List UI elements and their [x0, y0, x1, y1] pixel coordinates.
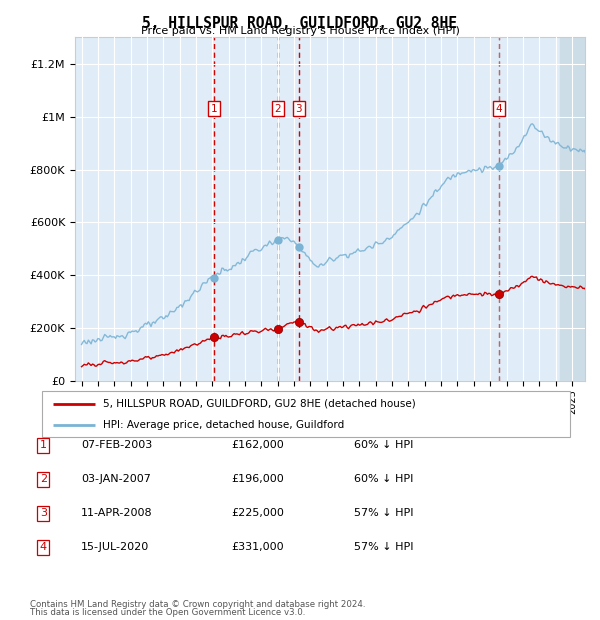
- Text: 4: 4: [496, 104, 502, 113]
- Bar: [560, 37, 588, 381]
- Text: 11-APR-2008: 11-APR-2008: [81, 508, 152, 518]
- Text: 1: 1: [211, 104, 217, 113]
- Text: 60% ↓ HPI: 60% ↓ HPI: [354, 474, 413, 484]
- Text: 03-JAN-2007: 03-JAN-2007: [81, 474, 151, 484]
- Text: 2: 2: [40, 474, 47, 484]
- Text: This data is licensed under the Open Government Licence v3.0.: This data is licensed under the Open Gov…: [30, 608, 305, 617]
- Text: 4: 4: [40, 542, 47, 552]
- Bar: [560, 37, 588, 381]
- Text: Contains HM Land Registry data © Crown copyright and database right 2024.: Contains HM Land Registry data © Crown c…: [30, 600, 365, 609]
- Text: 5, HILLSPUR ROAD, GUILDFORD, GU2 8HE (detached house): 5, HILLSPUR ROAD, GUILDFORD, GU2 8HE (de…: [103, 399, 415, 409]
- Text: 57% ↓ HPI: 57% ↓ HPI: [354, 508, 413, 518]
- Text: HPI: Average price, detached house, Guildford: HPI: Average price, detached house, Guil…: [103, 420, 344, 430]
- Text: £162,000: £162,000: [231, 440, 284, 450]
- Text: 07-FEB-2003: 07-FEB-2003: [81, 440, 152, 450]
- Text: Price paid vs. HM Land Registry's House Price Index (HPI): Price paid vs. HM Land Registry's House …: [140, 26, 460, 36]
- Text: £196,000: £196,000: [231, 474, 284, 484]
- Text: 1: 1: [40, 440, 47, 450]
- Text: £331,000: £331,000: [231, 542, 284, 552]
- Text: 2: 2: [274, 104, 281, 113]
- Text: 60% ↓ HPI: 60% ↓ HPI: [354, 440, 413, 450]
- Text: 5, HILLSPUR ROAD, GUILDFORD, GU2 8HE: 5, HILLSPUR ROAD, GUILDFORD, GU2 8HE: [143, 16, 458, 30]
- Text: 3: 3: [296, 104, 302, 113]
- Text: 3: 3: [40, 508, 47, 518]
- Text: 57% ↓ HPI: 57% ↓ HPI: [354, 542, 413, 552]
- Text: £225,000: £225,000: [231, 508, 284, 518]
- Text: 15-JUL-2020: 15-JUL-2020: [81, 542, 149, 552]
